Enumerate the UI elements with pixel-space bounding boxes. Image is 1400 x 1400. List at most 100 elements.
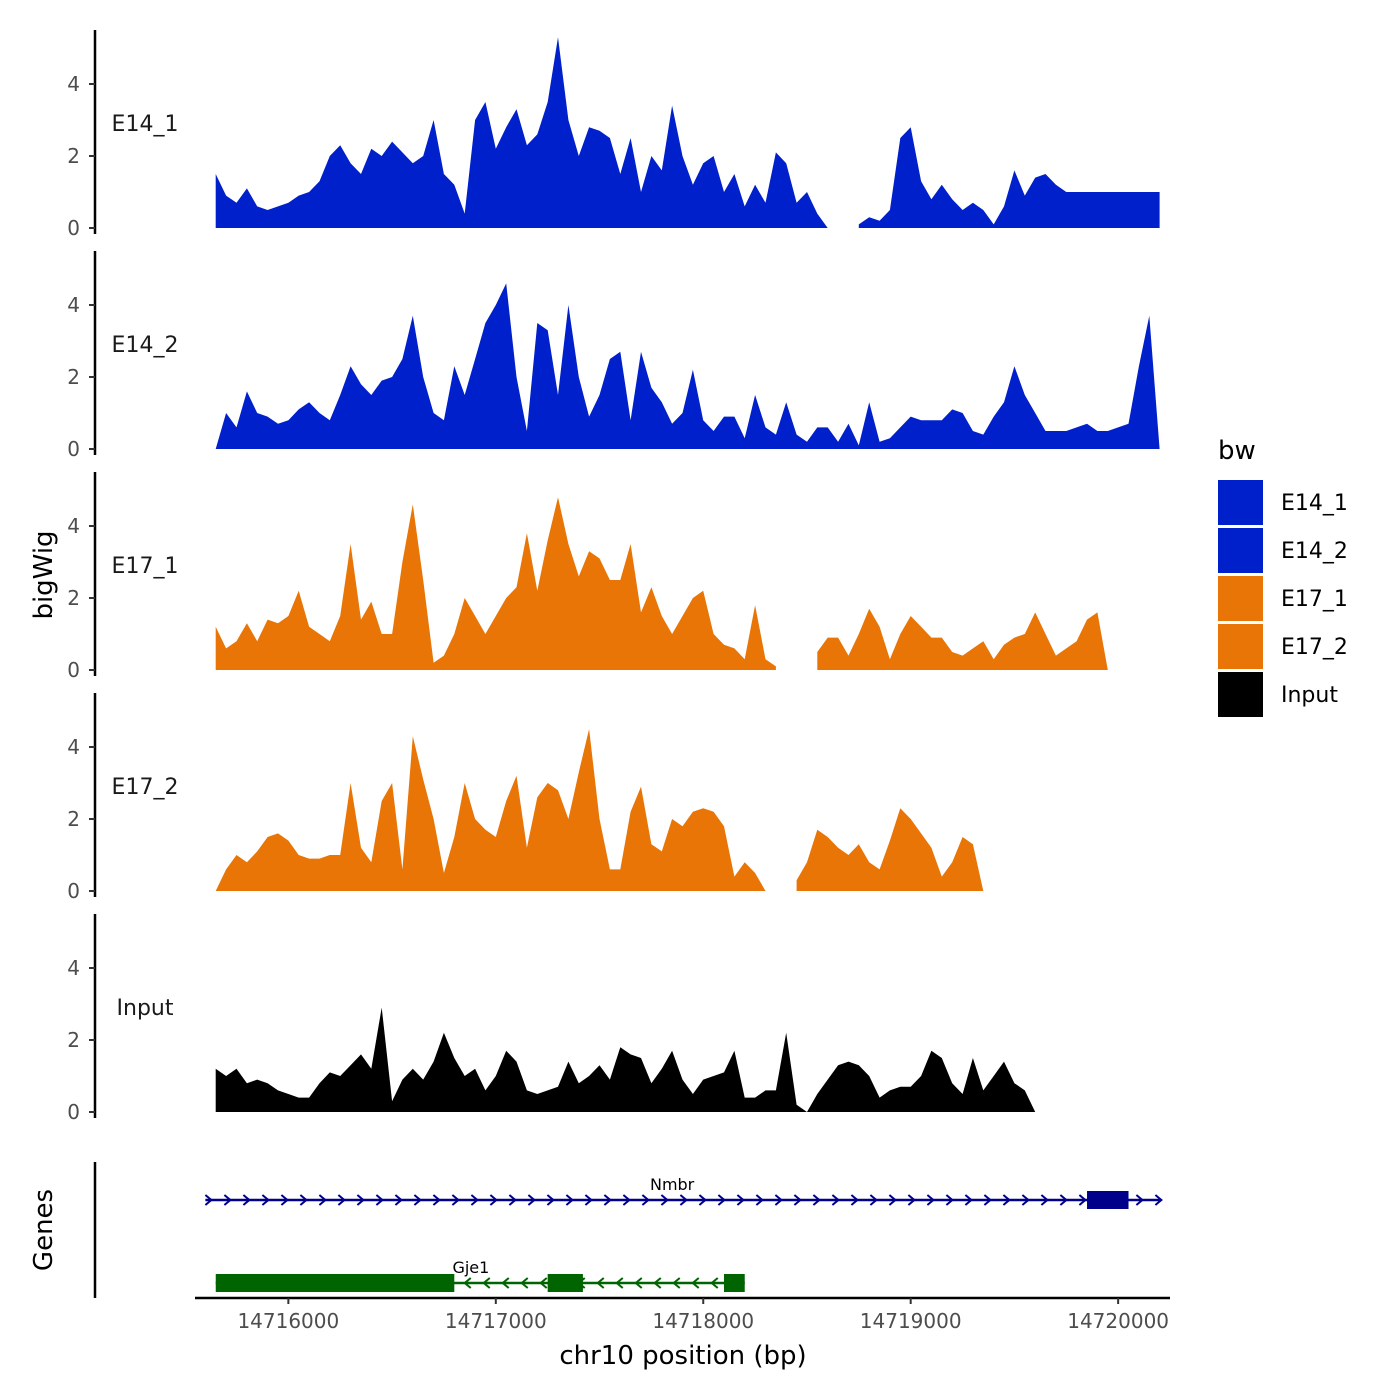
- strand-arrow: [774, 1194, 783, 1206]
- strand-arrow: [850, 1194, 859, 1206]
- strand-arrow: [204, 1194, 213, 1206]
- legend-label-E17_2: E17_2: [1281, 635, 1348, 660]
- y-tick-label: 0: [67, 879, 80, 903]
- strand-arrow: [1059, 1194, 1068, 1206]
- strand-arrow: [520, 1277, 529, 1289]
- gene-track: Nmbr Gje1: [93, 1162, 1163, 1298]
- track-E14_2: 0 2 4 E14_2: [67, 251, 1160, 461]
- strand-arrow: [812, 1194, 821, 1206]
- signal-area: [215, 729, 766, 891]
- exon: [215, 1274, 455, 1292]
- x-tick-label: 14719000: [860, 1309, 962, 1333]
- track-Input: 0 2 4 Input: [67, 914, 1160, 1124]
- strand-arrow: [501, 1277, 510, 1289]
- signal-area: [215, 1007, 1160, 1112]
- x-tick-label: 14716000: [237, 1309, 339, 1333]
- strand-arrow: [482, 1277, 491, 1289]
- strand-arrow: [964, 1194, 973, 1206]
- strand-arrow: [983, 1194, 992, 1206]
- strand-arrow: [622, 1194, 631, 1206]
- y-tick-label: 4: [67, 72, 80, 96]
- y-tick-label: 4: [67, 956, 80, 980]
- strand-arrow: [596, 1277, 605, 1289]
- strand-arrow: [1135, 1194, 1144, 1206]
- strand-arrow: [470, 1194, 479, 1206]
- y-tick-label: 0: [67, 658, 80, 682]
- strand-arrow: [318, 1194, 327, 1206]
- strand-arrow: [261, 1194, 270, 1206]
- signal-area: [215, 283, 1160, 449]
- track-label: E14_1: [112, 112, 179, 137]
- gene-Gje1: Gje1: [215, 1258, 745, 1292]
- legend-label-E17_1: E17_1: [1281, 587, 1348, 612]
- strand-arrow: [641, 1194, 650, 1206]
- signal-area: [796, 808, 1160, 891]
- strand-arrow: [679, 1194, 688, 1206]
- strand-arrow: [736, 1194, 745, 1206]
- strand-arrow: [793, 1194, 802, 1206]
- x-axis: 14716000 14717000 14718000 14719000 14720000: [195, 1296, 1170, 1333]
- strand-arrow: [691, 1277, 700, 1289]
- strand-arrow: [698, 1194, 707, 1206]
- gene-label: Gje1: [452, 1258, 489, 1277]
- signal-area: [215, 497, 776, 670]
- strand-arrow: [653, 1277, 662, 1289]
- strand-arrow: [242, 1194, 251, 1206]
- y-tick-label: 2: [67, 586, 80, 610]
- strand-arrow: [615, 1277, 624, 1289]
- y-tick-label: 0: [67, 437, 80, 461]
- y-tick-label: 2: [67, 365, 80, 389]
- strand-arrow: [584, 1194, 593, 1206]
- legend-label-E14_2: E14_2: [1281, 539, 1348, 564]
- strand-arrow: [223, 1194, 232, 1206]
- strand-arrow: [1021, 1194, 1030, 1206]
- signal-area: [215, 37, 828, 229]
- exon: [547, 1274, 583, 1292]
- strand-arrow: [603, 1194, 612, 1206]
- exon: [1087, 1191, 1129, 1209]
- y-tick-label: 4: [67, 514, 80, 538]
- strand-arrow: [463, 1277, 472, 1289]
- strand-arrow: [710, 1277, 719, 1289]
- strand-arrow: [451, 1194, 460, 1206]
- strand-arrow: [831, 1194, 840, 1206]
- track-E17_1: 0 2 4 E17_1: [67, 472, 1160, 682]
- strand-arrow: [1078, 1194, 1087, 1206]
- strand-arrow: [565, 1194, 574, 1206]
- y-tick-label: 2: [67, 1028, 80, 1052]
- strand-arrow: [508, 1194, 517, 1206]
- legend-swatch-E17_2: [1218, 624, 1263, 669]
- strand-arrow: [717, 1194, 726, 1206]
- legend-title: bw: [1218, 436, 1256, 466]
- track-label: E14_2: [112, 333, 179, 358]
- strand-arrow: [539, 1277, 548, 1289]
- legend-swatch-Input: [1218, 672, 1263, 717]
- y-axis-title: bigWig: [29, 530, 59, 619]
- y-tick-label: 2: [67, 144, 80, 168]
- legend: bw E14_1 E14_2 E17_1 E17_2 Input: [1218, 436, 1348, 717]
- strand-arrow: [869, 1194, 878, 1206]
- track-label: E17_2: [112, 775, 179, 800]
- strand-arrow: [546, 1194, 555, 1206]
- y-tick-label: 4: [67, 735, 80, 759]
- x-tick-label: 14718000: [652, 1309, 754, 1333]
- exon: [723, 1274, 745, 1292]
- track-E14_1: 0 2 4 E14_1: [67, 30, 1160, 240]
- strand-arrow: [755, 1194, 764, 1206]
- y-tick-label: 4: [67, 293, 80, 317]
- y-tick-label: 0: [67, 1100, 80, 1124]
- signal-area: [858, 127, 1160, 228]
- strand-arrow: [489, 1194, 498, 1206]
- strand-arrow: [945, 1194, 954, 1206]
- strand-arrow: [660, 1194, 669, 1206]
- track-label: Input: [117, 996, 174, 1021]
- strand-arrow: [926, 1194, 935, 1206]
- legend-swatch-E14_2: [1218, 528, 1263, 573]
- strand-arrow: [634, 1277, 643, 1289]
- strand-arrow: [299, 1194, 308, 1206]
- strand-arrow: [356, 1194, 365, 1206]
- genes-axis-title: Genes: [29, 1189, 59, 1271]
- legend-swatch-E14_1: [1218, 480, 1263, 525]
- strand-arrow: [394, 1194, 403, 1206]
